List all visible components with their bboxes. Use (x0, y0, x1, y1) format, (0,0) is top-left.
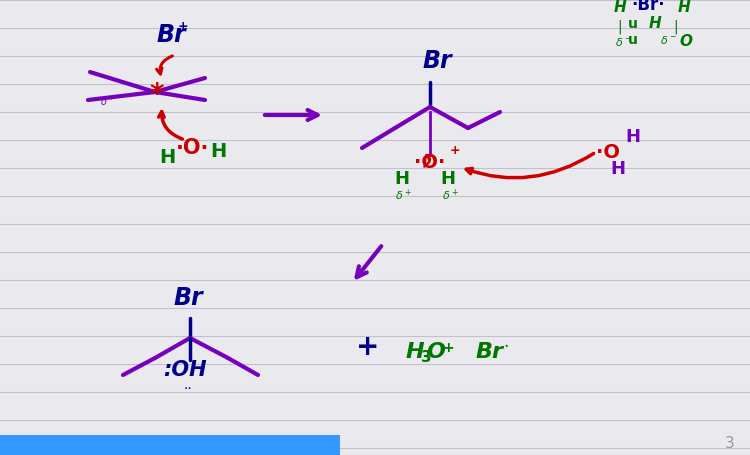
Text: ··: ·· (184, 382, 192, 396)
Text: ·: · (503, 338, 509, 356)
Text: H: H (406, 342, 424, 362)
Text: O: O (427, 342, 445, 362)
Text: 3: 3 (725, 436, 735, 451)
Text: |: | (674, 19, 678, 34)
Text: |: | (618, 19, 622, 34)
Text: H: H (614, 0, 626, 15)
Text: H: H (159, 148, 175, 167)
Text: $\delta^+$: $\delta^+$ (442, 188, 459, 203)
Text: +: + (450, 144, 460, 157)
Text: u: u (628, 33, 638, 47)
Text: u: u (628, 17, 638, 31)
Text: *: * (150, 81, 164, 109)
Text: O: O (680, 34, 692, 49)
Text: ·O·: ·O· (176, 138, 210, 158)
Text: $\delta^+$: $\delta^+$ (100, 95, 115, 108)
Text: Br: Br (422, 49, 451, 73)
Text: ·O·: ·O· (414, 152, 446, 172)
Text: ·Br·: ·Br· (632, 0, 664, 14)
Text: Br: Br (476, 342, 504, 362)
Text: H: H (440, 170, 455, 188)
Text: H: H (610, 160, 626, 178)
Text: H: H (210, 142, 226, 161)
Text: Br: Br (173, 286, 202, 310)
Text: ·O: ·O (596, 142, 620, 162)
Text: H: H (678, 0, 690, 15)
Text: 3: 3 (421, 350, 431, 365)
Text: +: + (442, 341, 454, 355)
Text: $\delta^+$: $\delta^+$ (395, 188, 412, 203)
Bar (0, 435, 340, 455)
Text: +: + (178, 20, 188, 33)
Text: Br: Br (156, 23, 186, 47)
Text: $\delta^-$: $\delta^-$ (660, 34, 676, 46)
Text: :OH: :OH (164, 360, 207, 380)
Text: $\delta^-$: $\delta^-$ (615, 36, 632, 48)
Text: +: + (356, 333, 380, 361)
Text: H: H (394, 170, 410, 188)
Text: H: H (649, 16, 662, 31)
Text: H: H (626, 128, 640, 146)
